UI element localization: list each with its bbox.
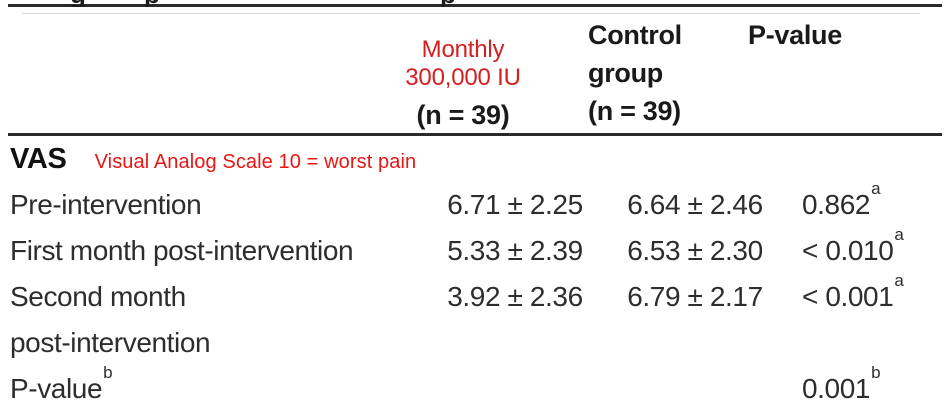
treatment-value: 3.92 ± 2.36 <box>447 281 583 312</box>
row-label: Pre-intervention <box>10 189 202 220</box>
control-value: 6.53 ± 2.30 <box>627 235 763 266</box>
row-label: Second month post-intervention <box>10 281 211 358</box>
treatment-header-line2: 300,000 IU <box>405 64 521 91</box>
table-header-row: Monthly 300,000 IU (n = 39) Control grou… <box>0 6 948 133</box>
vas-annotation: Visual Analog Scale 10 = worst pain <box>94 151 417 173</box>
table-header-rule <box>8 133 942 136</box>
table-row-pvalue: P-valueb 0.001b <box>0 362 948 412</box>
pvalue-header-label: P-value <box>748 20 842 50</box>
header-spacer-cell <box>0 6 430 133</box>
table-row-pre-intervention: Pre-intervention 6.71 ± 2.25 6.64 ± 2.46… <box>0 178 948 228</box>
p-value-footnote: b <box>871 362 881 382</box>
treatment-value: 5.33 ± 2.39 <box>447 235 583 266</box>
table-top-hairline <box>22 13 920 14</box>
cropped-caption-fragment: g <box>70 0 86 7</box>
control-header-line2: group <box>588 58 663 88</box>
cropped-caption-fragment: p <box>440 0 456 7</box>
table-top-rule <box>8 4 942 7</box>
cropped-caption-fragment: p <box>144 0 160 7</box>
section-label-vas: VAS <box>10 143 67 175</box>
p-value-footnote: a <box>871 178 881 198</box>
header-treatment-column: Monthly 300,000 IU (n = 39) <box>405 6 600 133</box>
p-value: 0.862a <box>802 178 881 220</box>
header-pvalue-column: P-value <box>748 6 948 133</box>
row-label: P-valueb <box>10 362 113 404</box>
table-row-second-month: Second month post-intervention 3.92 ± 2.… <box>0 270 948 366</box>
table-body: VAS Visual Analog Scale 10 = worst pain … <box>0 136 948 412</box>
treatment-header-line1: Monthly <box>421 36 505 63</box>
section-row-vas: VAS Visual Analog Scale 10 = worst pain <box>0 136 948 182</box>
control-value: 6.79 ± 2.17 <box>627 281 763 312</box>
control-value: 6.64 ± 2.46 <box>627 189 763 220</box>
cropped-caption: g p p <box>0 0 948 7</box>
treatment-value: 6.71 ± 2.25 <box>447 189 583 220</box>
p-value-footnote: a <box>894 270 904 290</box>
control-value <box>600 366 790 412</box>
row-label: First month post-intervention <box>10 235 354 266</box>
control-header-n: (n = 39) <box>588 96 681 126</box>
treatment-value <box>430 366 600 412</box>
header-control-column: Control group (n = 39) <box>588 6 790 133</box>
p-value: < 0.001a <box>802 270 904 312</box>
p-value: 0.001b <box>802 362 881 404</box>
table-row-first-month: First month post-intervention 5.33 ± 2.3… <box>0 224 948 274</box>
control-header-line1: Control <box>588 20 682 50</box>
row-label-footnote: b <box>103 362 113 382</box>
treatment-header-n: (n = 39) <box>416 100 510 130</box>
p-value: < 0.010a <box>802 224 904 266</box>
p-value-footnote: a <box>894 224 904 244</box>
